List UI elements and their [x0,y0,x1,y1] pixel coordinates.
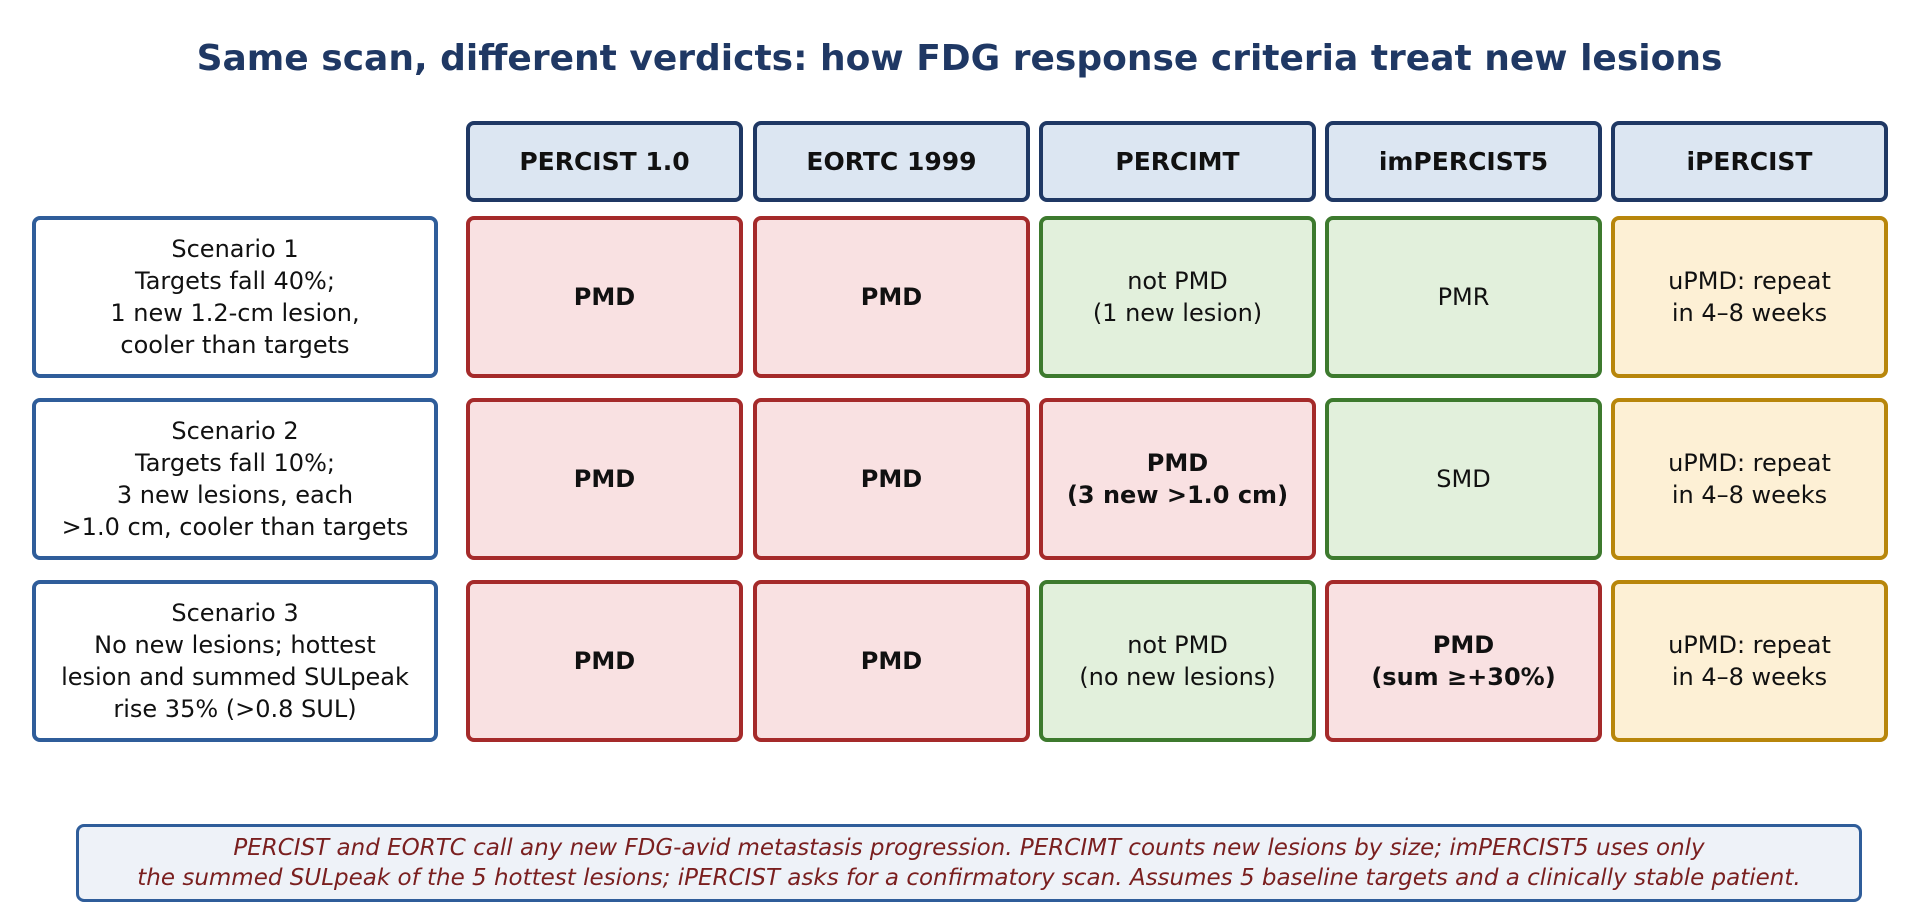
scenario-2-label: Scenario 2 Targets fall 10%; 3 new lesio… [32,398,438,560]
verdict-cell: SMD [1325,398,1602,560]
verdict-cell: not PMD (1 new lesion) [1039,216,1316,378]
verdict-cell: PMR [1325,216,1602,378]
footnote: PERCIST and EORTC call any new FDG-avid … [76,824,1862,902]
verdict-cell: PMD (sum ≥+30%) [1325,580,1602,742]
verdict-cell: PMD [466,398,743,560]
scenario-3-label: Scenario 3 No new lesions; hottest lesio… [32,580,438,742]
footnote-line-1: PERCIST and EORTC call any new FDG-avid … [233,835,1705,861]
verdict-cell: PMD [753,398,1030,560]
verdict-cell: PMD [753,580,1030,742]
column-header-ipercist: iPERCIST [1611,121,1888,202]
column-header-percist: PERCIST 1.0 [466,121,743,202]
column-header-percimt: PERCIMT [1039,121,1316,202]
verdict-cell: uPMD: repeat in 4–8 weeks [1611,216,1888,378]
verdict-cell: uPMD: repeat in 4–8 weeks [1611,398,1888,560]
page-title: Same scan, different verdicts: how FDG r… [196,38,1723,79]
verdict-cell: PMD [753,216,1030,378]
scenario-1-label: Scenario 1 Targets fall 40%; 1 new 1.2-c… [32,216,438,378]
column-header-eortc: EORTC 1999 [753,121,1030,202]
verdict-cell: PMD [466,580,743,742]
verdict-cell: PMD (3 new >1.0 cm) [1039,398,1316,560]
verdict-cell: not PMD (no new lesions) [1039,580,1316,742]
verdict-cell: uPMD: repeat in 4–8 weeks [1611,580,1888,742]
verdict-cell: PMD [466,216,743,378]
column-header-impercist5: imPERCIST5 [1325,121,1602,202]
footnote-line-2: the summed SULpeak of the 5 hottest lesi… [137,865,1801,891]
